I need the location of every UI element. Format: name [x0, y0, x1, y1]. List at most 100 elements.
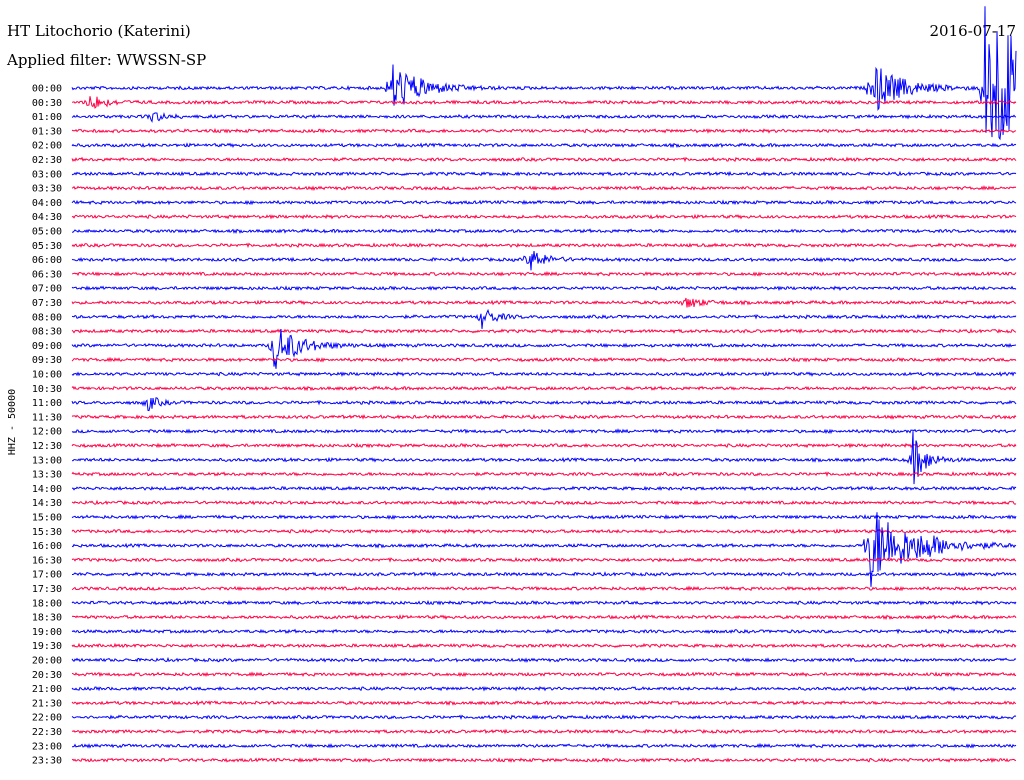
- trace-row-1400: [71, 485, 1017, 492]
- trace-row-1700: [72, 571, 1017, 578]
- trace-row-1000: [71, 371, 1017, 377]
- trace-row-1230: [71, 442, 1017, 449]
- row-label-2330: 23:30: [32, 756, 62, 767]
- trace-row-0130: [71, 127, 1017, 134]
- trace-row-0530: [71, 242, 1017, 249]
- row-label-2000: 20:00: [32, 656, 62, 667]
- trace-row-1100: [71, 397, 1017, 412]
- row-label-1730: 17:30: [32, 584, 62, 595]
- trace-row-2230: [71, 728, 1017, 735]
- trace-row-1730: [71, 585, 1017, 592]
- row-label-1500: 15:00: [32, 513, 62, 524]
- row-time-labels: 00:00 00:30 01:00 01:30 02:00 02:30 03:00 03:30…: [32, 84, 62, 767]
- trace-row-1530: [71, 528, 1017, 535]
- trace-row-1030: [71, 385, 1017, 392]
- trace-row-1130: [71, 413, 1017, 420]
- trace-row-2000: [71, 656, 1017, 663]
- row-label-1600: 16:00: [32, 541, 62, 552]
- row-label-0130: 01:30: [32, 126, 62, 137]
- trace-row-1500: [71, 513, 1017, 520]
- trace-row-1330: [71, 471, 1017, 477]
- trace-row-1900: [71, 628, 1017, 635]
- row-label-0700: 07:00: [32, 284, 62, 295]
- trace-row-1630: [71, 556, 1017, 563]
- row-label-0400: 04:00: [32, 198, 62, 209]
- row-label-0830: 08:30: [32, 327, 62, 338]
- trace-row-0830: [71, 328, 1017, 334]
- seismic-traces: [71, 6, 1017, 764]
- trace-row-1930: [71, 642, 1017, 649]
- trace-row-1300: [71, 431, 1017, 485]
- row-label-1330: 13:30: [32, 470, 62, 481]
- row-label-0900: 09:00: [32, 341, 62, 352]
- row-label-1200: 12:00: [32, 427, 62, 438]
- row-label-1430: 14:30: [32, 498, 62, 509]
- trace-row-0430: [71, 213, 1017, 220]
- filter-label: Applied filter: WWSSN-SP: [6, 51, 206, 69]
- trace-row-0200: [71, 142, 1017, 149]
- row-label-0630: 06:30: [32, 269, 62, 280]
- row-label-1100: 11:00: [32, 398, 62, 409]
- row-label-1300: 13:00: [32, 455, 62, 466]
- trace-row-0300: [71, 170, 1017, 177]
- row-label-0200: 02:00: [32, 141, 62, 152]
- y-axis-label: HHZ - 50000: [7, 389, 18, 455]
- trace-row-2300: [72, 742, 1017, 749]
- trace-row-1830: [71, 614, 1017, 621]
- row-label-1830: 18:30: [32, 613, 62, 624]
- row-label-1630: 16:30: [32, 555, 62, 566]
- row-label-0930: 09:30: [32, 355, 62, 366]
- trace-row-0630: [71, 270, 1017, 277]
- row-label-0000: 00:00: [32, 84, 62, 95]
- trace-row-1600: [71, 512, 1017, 587]
- trace-row-0600: [71, 250, 1017, 271]
- row-label-2200: 22:00: [32, 713, 62, 724]
- station-title: HT Litochorio (Katerini): [7, 22, 191, 40]
- trace-row-1800: [71, 599, 1017, 606]
- trace-row-0800: [71, 308, 1017, 329]
- trace-row-2130: [71, 700, 1017, 706]
- trace-row-2200: [71, 714, 1017, 721]
- row-label-0500: 05:00: [32, 227, 62, 238]
- row-label-2030: 20:30: [32, 670, 62, 681]
- row-label-0430: 04:30: [32, 212, 62, 223]
- trace-row-2330: [71, 757, 1016, 764]
- trace-row-0400: [71, 199, 1017, 206]
- trace-row-1430: [71, 499, 1017, 506]
- trace-row-0000: [71, 6, 1017, 141]
- trace-row-0700: [71, 285, 1017, 292]
- row-label-1030: 10:30: [32, 384, 62, 395]
- row-label-1530: 15:30: [32, 527, 62, 538]
- trace-row-1200: [71, 428, 1017, 435]
- row-label-1000: 10:00: [32, 370, 62, 381]
- trace-row-0500: [71, 228, 1017, 234]
- row-label-0300: 03:00: [32, 169, 62, 180]
- trace-row-2100: [71, 685, 1017, 692]
- row-label-2230: 22:30: [32, 727, 62, 738]
- row-label-2130: 21:30: [32, 698, 62, 709]
- row-label-0030: 00:30: [32, 98, 62, 109]
- row-label-0730: 07:30: [32, 298, 62, 309]
- row-label-0100: 01:00: [32, 112, 62, 123]
- trace-row-0230: [71, 156, 1017, 163]
- row-label-2100: 21:00: [32, 684, 62, 695]
- row-label-1400: 14:00: [32, 484, 62, 495]
- trace-row-0930: [71, 356, 1017, 363]
- row-label-0800: 08:00: [32, 312, 62, 323]
- row-label-0230: 02:30: [32, 155, 62, 166]
- date-label: 2016-07-17: [930, 22, 1016, 40]
- trace-row-0900: [71, 328, 1017, 369]
- row-label-0330: 03:30: [32, 184, 62, 195]
- row-label-1230: 12:30: [32, 441, 62, 452]
- trace-row-0330: [71, 185, 1017, 191]
- row-label-1900: 19:00: [32, 627, 62, 638]
- row-label-1130: 11:30: [32, 412, 62, 423]
- trace-row-0100: [71, 112, 1017, 123]
- row-label-2300: 23:00: [32, 741, 62, 752]
- trace-row-0030: [71, 96, 1017, 109]
- row-label-1700: 17:00: [32, 570, 62, 581]
- row-label-1800: 18:00: [32, 598, 62, 609]
- row-label-0600: 06:00: [32, 255, 62, 266]
- row-label-0530: 05:30: [32, 241, 62, 252]
